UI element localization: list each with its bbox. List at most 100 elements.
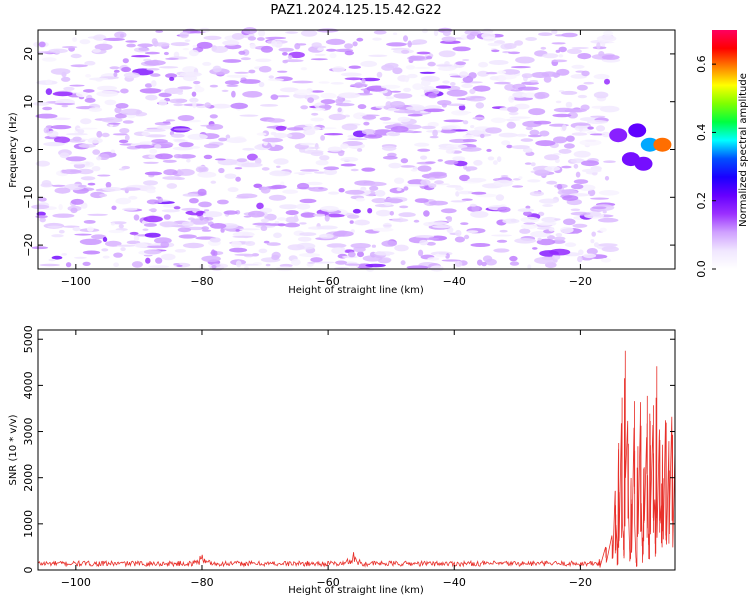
spectrogram-cell bbox=[146, 189, 156, 194]
spectrogram-cell bbox=[493, 179, 513, 187]
spectrogram-cell bbox=[144, 51, 160, 55]
spectrogram-cell bbox=[497, 156, 502, 163]
spectrogram-cell bbox=[96, 130, 103, 138]
spectrogram-cell bbox=[425, 161, 436, 164]
spectrogram-cell bbox=[501, 69, 520, 75]
spectrogram-cell bbox=[294, 43, 301, 50]
spectrogram-cell bbox=[509, 116, 531, 119]
spectrogram-cell bbox=[535, 140, 556, 147]
spectrogram-cell bbox=[367, 208, 373, 214]
spectrogram-cell bbox=[318, 81, 330, 84]
spectrogram-cell bbox=[591, 206, 607, 210]
spectrogram-cell bbox=[523, 222, 536, 225]
spectrogram-cell bbox=[356, 37, 364, 42]
spectrogram-cell bbox=[298, 253, 321, 257]
spectrogram-cell bbox=[558, 46, 567, 53]
spectrogram-cell bbox=[310, 58, 328, 61]
spectrogram-cell bbox=[427, 257, 440, 261]
spectrogram-cell bbox=[352, 208, 361, 214]
spectrogram-cell bbox=[590, 197, 610, 200]
spectrogram-cell bbox=[441, 125, 457, 130]
spectrogram-cell bbox=[426, 56, 433, 60]
spectrogram-cell bbox=[403, 186, 409, 191]
spectrogram-cell bbox=[393, 110, 416, 114]
spectrogram-cell bbox=[299, 232, 317, 237]
spectrogram-cell bbox=[258, 65, 272, 73]
spectrogram-cell bbox=[115, 113, 127, 119]
spectrogram-cell bbox=[488, 60, 509, 65]
spectrogram-cell bbox=[329, 53, 337, 59]
spectrogram-cell bbox=[156, 196, 162, 199]
spectrogram-cell bbox=[514, 238, 536, 244]
spectrogram-cell bbox=[155, 42, 170, 47]
spectrogram-cell bbox=[84, 60, 96, 66]
spectrogram-cell bbox=[53, 136, 71, 144]
spectrogram-cell bbox=[320, 205, 339, 212]
spectrogram-cell bbox=[494, 81, 511, 85]
spectrogram-cell bbox=[206, 123, 224, 130]
spectrogram-cell bbox=[187, 133, 208, 140]
spectrogram-cell bbox=[471, 205, 480, 212]
spectrogram-cell bbox=[563, 143, 575, 149]
spectrogram-cell bbox=[355, 197, 366, 202]
spectrogram-cell bbox=[300, 29, 318, 37]
spectrogram-cell bbox=[454, 260, 463, 267]
spectrogram-cell bbox=[464, 234, 470, 240]
spectrogram-cell bbox=[404, 77, 409, 83]
spectrogram-cell bbox=[192, 101, 197, 109]
spectrogram-cell bbox=[421, 86, 435, 91]
spectrogram-cell bbox=[285, 210, 299, 216]
spectrogram-cell bbox=[300, 105, 309, 110]
spectrogram-cell bbox=[69, 161, 87, 165]
spectrogram-cell bbox=[54, 103, 76, 105]
spectrogram-cell bbox=[268, 194, 287, 201]
spectrogram-cell bbox=[291, 258, 301, 266]
spectrogram-hotspot bbox=[628, 123, 647, 138]
spectrogram-cell bbox=[265, 36, 287, 40]
spectrogram-cell bbox=[529, 191, 545, 197]
spectrogram-cell bbox=[598, 217, 619, 223]
spectrogram-cell bbox=[239, 114, 259, 117]
spectrogram-cell bbox=[40, 182, 53, 188]
spectrogram-cell bbox=[412, 83, 424, 90]
spectrogram-cell bbox=[455, 61, 467, 66]
spectrogram-cell bbox=[567, 112, 578, 119]
spectrogram-cell bbox=[265, 263, 271, 267]
snr-xtick-label: −100 bbox=[61, 576, 91, 589]
spectrogram-cell bbox=[193, 80, 201, 85]
spectrogram-cell bbox=[142, 228, 149, 231]
spectrogram-cell bbox=[128, 195, 138, 200]
spectrogram-cell bbox=[87, 137, 103, 144]
spectrogram-cell bbox=[108, 122, 121, 125]
colorbar-ticks: 0.0 0.2 0.4 0.6 bbox=[695, 55, 716, 278]
spectrogram-cell bbox=[271, 141, 276, 147]
spectrogram-cell bbox=[82, 250, 101, 255]
spectrogram-cell bbox=[122, 120, 134, 124]
spectrogram-cell bbox=[323, 166, 340, 171]
snr-xtick-label: −80 bbox=[190, 576, 213, 589]
spectrogram-cell bbox=[348, 65, 361, 69]
spectrogram-cell bbox=[118, 224, 124, 229]
spectrogram-cell bbox=[552, 113, 572, 118]
spectrogram-cell bbox=[76, 91, 89, 98]
spectrogram-cell bbox=[217, 158, 238, 166]
spectrogram-cell bbox=[79, 238, 102, 245]
spectrogram-cell bbox=[84, 97, 96, 103]
spectrogram-cell bbox=[573, 228, 581, 234]
spectrogram-cell bbox=[495, 194, 505, 201]
spectrogram-cell bbox=[586, 120, 608, 124]
spectrogram-cell bbox=[440, 208, 457, 214]
spectrogram-cell bbox=[331, 247, 346, 255]
spectrogram-cell bbox=[337, 107, 342, 113]
spectrogram-cell bbox=[361, 167, 376, 172]
spectrogram-cell bbox=[576, 84, 588, 91]
spectrogram-cell bbox=[42, 57, 57, 62]
spectrogram-cell bbox=[341, 123, 358, 131]
spectrogram-cell bbox=[143, 161, 159, 164]
snr-ytick-label: 0 bbox=[22, 567, 35, 574]
spectrogram-cell bbox=[247, 210, 265, 218]
spectrogram-cell bbox=[172, 146, 194, 151]
spectrogram-cell bbox=[222, 40, 240, 46]
spectrogram-cell bbox=[384, 62, 399, 69]
